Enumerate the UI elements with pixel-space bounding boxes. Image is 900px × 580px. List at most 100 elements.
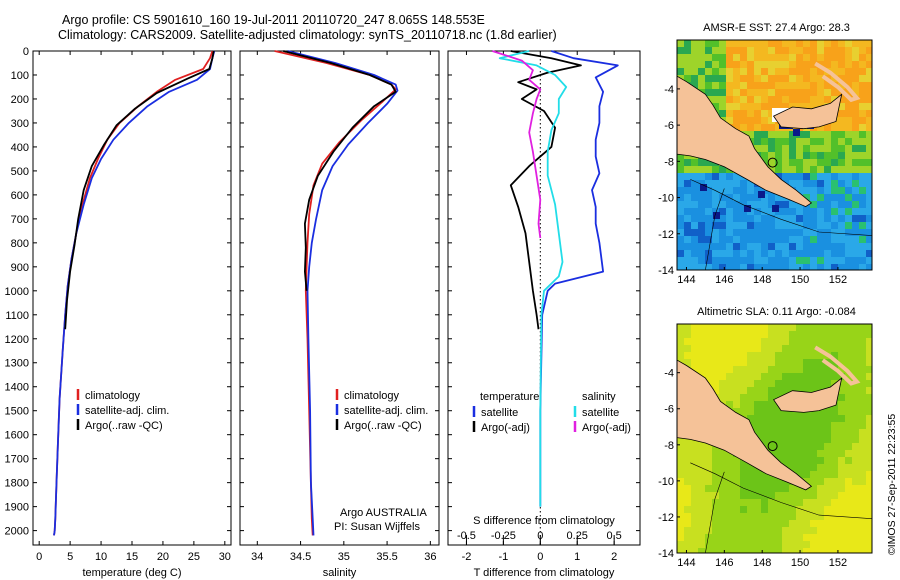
map-pixel	[866, 408, 872, 415]
map-pixel	[852, 222, 859, 229]
map-pixel	[845, 152, 852, 159]
map-pixel	[838, 201, 845, 208]
map-pixel	[817, 534, 824, 541]
map-pixel	[831, 145, 838, 152]
map-pixel	[733, 215, 740, 222]
map-pixel	[838, 194, 845, 201]
map-pixel	[782, 548, 789, 553]
map-pixel	[761, 499, 768, 506]
map-pixel	[782, 359, 789, 366]
map-pixel	[719, 366, 726, 373]
map-pixel	[712, 387, 719, 394]
map-pixel	[845, 257, 852, 264]
map-pixel	[761, 422, 768, 429]
map-pixel	[677, 345, 684, 352]
map-pixel	[838, 527, 845, 534]
map-pixel	[719, 61, 726, 68]
map-pixel	[768, 75, 775, 82]
map-pixel	[810, 520, 817, 527]
x-tick-label: 5	[67, 551, 73, 563]
map-pixel	[719, 359, 726, 366]
map-pixel	[789, 75, 796, 82]
map-pixel	[740, 68, 747, 75]
map-pixel	[831, 338, 838, 345]
map-pixel	[705, 222, 712, 229]
map-pixel	[677, 548, 684, 553]
map-pixel	[761, 492, 768, 499]
map-pixel	[677, 492, 684, 499]
map-pixel	[740, 89, 747, 96]
map-pixel	[775, 40, 782, 47]
map-frame	[676, 323, 873, 554]
map-pixel	[817, 429, 824, 436]
map-pixel	[740, 187, 747, 194]
map-pixel	[831, 208, 838, 215]
map-pixel	[838, 103, 845, 110]
map-pixel	[684, 359, 691, 366]
map-pixel	[712, 380, 719, 387]
map-pixel	[761, 401, 768, 408]
map-pixel	[810, 338, 817, 345]
map-pixel	[866, 166, 872, 173]
map-pixel	[691, 68, 698, 75]
map-pixel	[831, 429, 838, 436]
map-pixel	[726, 173, 733, 180]
isobath-line	[705, 188, 725, 270]
x-tick-label: 0	[36, 551, 42, 563]
map-pixel	[852, 166, 859, 173]
map-pixel	[740, 103, 747, 110]
map-pixel	[796, 450, 803, 457]
map-pixel	[789, 541, 796, 548]
map-pixel	[817, 208, 824, 215]
map-pixel	[705, 485, 712, 492]
map-pixel	[684, 47, 691, 54]
map-pixel	[838, 380, 845, 387]
map-pixel	[677, 485, 684, 492]
map-y-tick-label: -6	[664, 404, 674, 416]
map-pixel-deep	[744, 205, 751, 212]
y-tick-label: 2000	[5, 526, 29, 538]
map-pixel	[726, 352, 733, 359]
map-pixel	[838, 208, 845, 215]
map-pixel	[782, 159, 789, 166]
map-pixel	[831, 436, 838, 443]
map-pixel	[845, 173, 852, 180]
series-line-argo-raw-qc-	[64, 50, 215, 330]
map-pixel	[768, 359, 775, 366]
x-tick-label: 25	[188, 551, 200, 563]
map-pixel	[768, 103, 775, 110]
map-pixel	[712, 471, 719, 478]
series-line-temperature-satellite	[539, 50, 619, 507]
map-pixel	[866, 506, 872, 513]
map-pixel	[768, 152, 775, 159]
map-pixel	[740, 492, 747, 499]
map-pixel	[684, 492, 691, 499]
map-pixel	[796, 527, 803, 534]
map-pixel	[810, 152, 817, 159]
map-pixel	[852, 124, 859, 131]
map-pixel	[684, 471, 691, 478]
map-pixel	[754, 345, 761, 352]
map-pixel	[698, 208, 705, 215]
map-pixel	[677, 527, 684, 534]
map-pixel	[754, 352, 761, 359]
map-pixel	[712, 352, 719, 359]
map-pixel	[859, 464, 866, 471]
map-pixel	[775, 229, 782, 236]
map-pixel	[859, 450, 866, 457]
map-pixel	[691, 222, 698, 229]
map-pixel	[719, 75, 726, 82]
map-pixel	[726, 534, 733, 541]
map-pixel	[768, 257, 775, 264]
map-pixel	[740, 338, 747, 345]
map-pixel	[789, 250, 796, 257]
series-line-salinity-satellite	[498, 50, 568, 507]
map-pixel	[859, 40, 866, 47]
map-pixel	[712, 194, 719, 201]
y-tick-label: 300	[11, 118, 29, 130]
map-pixel	[866, 124, 872, 131]
map-pixel	[803, 380, 810, 387]
x-axis-label: T difference from climatology	[474, 567, 615, 579]
y-tick-label: 1300	[5, 358, 29, 370]
